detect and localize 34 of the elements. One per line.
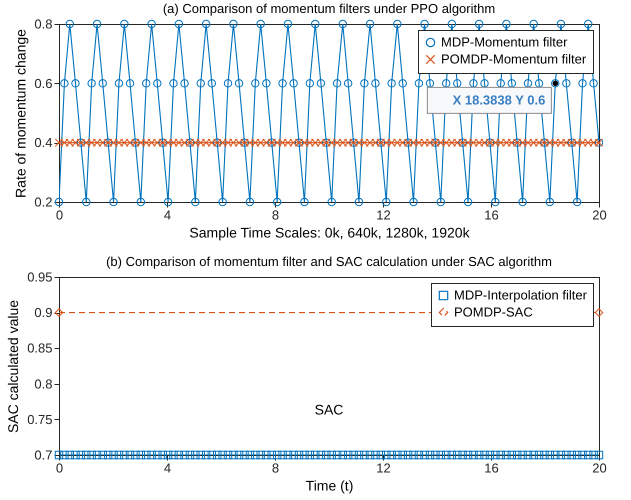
x-tick-label: 12 xyxy=(376,208,391,222)
y-tick-label: 0.7 xyxy=(34,448,52,462)
x-tick-label: 0 xyxy=(56,460,64,476)
x-tick-label: 12 xyxy=(376,460,391,476)
annotation: SAC xyxy=(314,402,344,418)
x-tick-label: 8 xyxy=(272,460,280,476)
y-tick-label: 0.75 xyxy=(27,412,52,427)
legend-label: MDP-Interpolation filter xyxy=(454,288,588,302)
y-tick-label: 0.85 xyxy=(27,340,52,356)
y-axis-title: SAC calculated value xyxy=(5,300,22,434)
x-tick-label: 16 xyxy=(484,460,499,476)
y-axis-title: Rate of momentum change xyxy=(12,28,28,198)
x-tick-label: 0 xyxy=(56,208,64,222)
legend-label: MDP-Momentum filter xyxy=(441,34,568,50)
annotation: X 18.3838 Y 0.6 xyxy=(452,92,546,108)
x-tick-label: 4 xyxy=(164,460,172,476)
chart-title: (b) Comparison of momentum filter and SAC calculation under SAC algorithm xyxy=(106,254,552,269)
x-tick-label: 20 xyxy=(592,208,607,222)
x-tick-label: 8 xyxy=(272,208,280,222)
y-tick-label: 0.2 xyxy=(34,194,52,210)
x-tick-label: 4 xyxy=(164,208,172,222)
legend-label: POMDP-SAC xyxy=(454,304,533,320)
x-axis-title: Sample Time Scales: 0k, 640k, 1280k, 1920k xyxy=(189,224,471,240)
chart-title: (a) Comparison of momentum filters under PPO algorithm xyxy=(162,1,496,16)
y-tick-label: 0.8 xyxy=(34,16,52,32)
y-tick-label: 0.8 xyxy=(34,376,52,392)
y-tick-label: 0.4 xyxy=(34,135,52,150)
x-axis-title: Time (t) xyxy=(306,478,354,494)
x-tick-label: 16 xyxy=(484,208,499,222)
y-tick-label: 0.95 xyxy=(27,270,52,284)
x-tick-label: 20 xyxy=(592,460,607,476)
legend-label: POMDP-Momentum filter xyxy=(441,52,587,66)
y-tick-label: 0.6 xyxy=(34,76,52,91)
y-tick-label: 0.9 xyxy=(34,305,52,320)
